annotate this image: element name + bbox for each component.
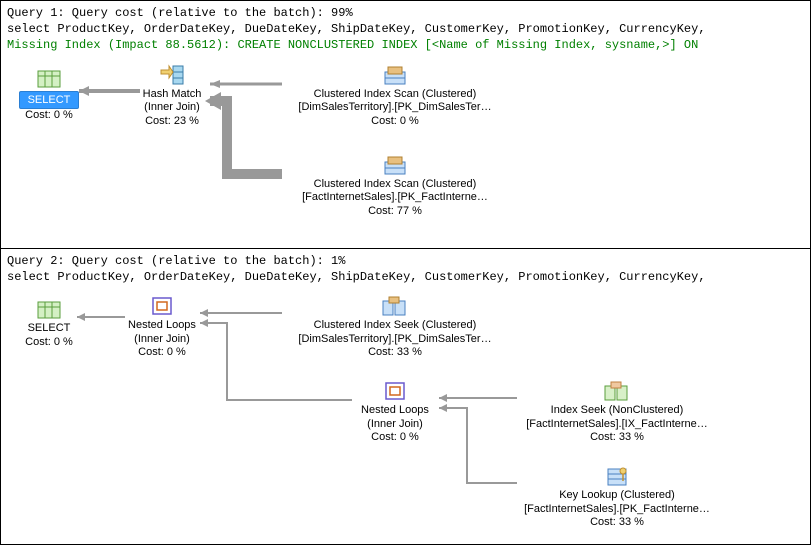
loops1-line2: (Inner Join) — [134, 333, 190, 345]
node-scan2[interactable]: Clustered Index Scan (Clustered) [FactIn… — [295, 154, 495, 219]
seek1-line1: Clustered Index Seek (Clustered) — [314, 319, 477, 331]
select-label: SELECT — [19, 91, 80, 109]
seek2-line2: [FactInternetSales].[IX_FactInterne… — [517, 418, 717, 432]
keylookup-cost: Cost: 33 % — [590, 516, 644, 528]
scan2-cost: Cost: 77 % — [368, 205, 422, 217]
nested-loops-icon — [383, 380, 407, 402]
loops1-cost: Cost: 0 % — [138, 346, 186, 358]
scan2-line2: [FactInternetSales].[PK_FactInterne… — [295, 191, 495, 205]
seek2-cost: Cost: 33 % — [590, 431, 644, 443]
scan2-line1: Clustered Index Scan (Clustered) — [314, 178, 477, 190]
hash-match-line2: (Inner Join) — [144, 101, 200, 113]
cluster-scan-icon — [382, 154, 408, 176]
query1-sql: select ProductKey, OrderDateKey, DueDate… — [7, 21, 804, 37]
hash-match-icon — [159, 64, 185, 86]
node-scan1[interactable]: Clustered Index Scan (Clustered) [DimSal… — [295, 64, 495, 129]
loops2-line2: (Inner Join) — [367, 418, 423, 430]
query1-section: Query 1: Query cost (relative to the bat… — [0, 0, 811, 249]
scan1-cost: Cost: 0 % — [371, 115, 419, 127]
seek2-line1: Index Seek (NonClustered) — [551, 404, 684, 416]
seek1-line2: [DimSalesTerritory].[PK_DimSalesTer… — [295, 333, 495, 347]
node-loops2[interactable]: Nested Loops (Inner Join) Cost: 0 % — [340, 380, 450, 445]
query2-section: Query 2: Query cost (relative to the bat… — [0, 249, 811, 545]
loops2-line1: Nested Loops — [361, 404, 429, 416]
node-seek1[interactable]: Clustered Index Seek (Clustered) [DimSal… — [295, 295, 495, 360]
query1-plan[interactable]: SELECT Cost: 0 % Hash Match (Inner Join)… — [7, 54, 804, 244]
loops1-line1: Nested Loops — [128, 319, 196, 331]
node-select-q2[interactable]: SELECT Cost: 0 % — [9, 300, 89, 350]
hash-match-cost: Cost: 23 % — [145, 115, 199, 127]
node-seek2[interactable]: Index Seek (NonClustered) [FactInternetS… — [517, 380, 717, 445]
select-label-q2: SELECT — [28, 322, 71, 334]
node-hash-match[interactable]: Hash Match (Inner Join) Cost: 23 % — [122, 64, 222, 129]
table-select-icon — [36, 69, 62, 89]
select-cost: Cost: 0 % — [25, 109, 73, 121]
index-seek-icon — [603, 380, 631, 402]
query1-title: Query 1: Query cost (relative to the bat… — [7, 5, 804, 21]
query1-missing-index: Missing Index (Impact 88.5612): CREATE N… — [7, 37, 804, 53]
hash-match-line1: Hash Match — [143, 88, 202, 100]
loops2-cost: Cost: 0 % — [371, 431, 419, 443]
keylookup-line1: Key Lookup (Clustered) — [559, 489, 675, 501]
query2-plan[interactable]: SELECT Cost: 0 % Nested Loops (Inner Joi… — [7, 285, 804, 540]
query1-header: Query 1: Query cost (relative to the bat… — [7, 5, 804, 54]
scan1-line1: Clustered Index Scan (Clustered) — [314, 88, 477, 100]
nested-loops-icon — [150, 295, 174, 317]
cluster-scan-icon — [382, 64, 408, 86]
keylookup-line2: [FactInternetSales].[PK_FactInterne… — [517, 503, 717, 517]
node-keylookup[interactable]: Key Lookup (Clustered) [FactInternetSale… — [517, 465, 717, 530]
cluster-seek-icon — [381, 295, 409, 317]
seek1-cost: Cost: 33 % — [368, 346, 422, 358]
select-cost-q2: Cost: 0 % — [25, 336, 73, 348]
scan1-line2: [DimSalesTerritory].[PK_DimSalesTer… — [295, 101, 495, 115]
table-select-icon — [36, 300, 62, 320]
node-loops1[interactable]: Nested Loops (Inner Join) Cost: 0 % — [107, 295, 217, 360]
key-lookup-icon — [605, 465, 629, 487]
node-select[interactable]: SELECT Cost: 0 % — [9, 69, 89, 123]
